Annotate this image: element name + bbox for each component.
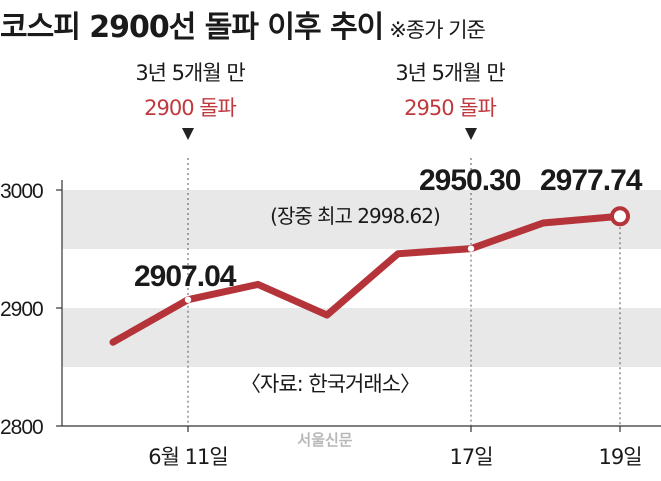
chart-subtitle: ※종가 기준 xyxy=(389,18,486,42)
series-line xyxy=(109,212,624,346)
annotation-line1: 3년 5개월 만 xyxy=(395,61,505,85)
data-label: 2907.04 xyxy=(134,260,237,293)
annotation-marker xyxy=(182,128,194,140)
data-label: 2977.74 xyxy=(540,164,643,197)
data-label: 2950.30 xyxy=(419,164,521,197)
y-tick-label: 2800 xyxy=(0,416,43,439)
title-block: 코스피 2900선 돌파 이후 추이 ※종가 기준 xyxy=(0,2,486,46)
annotation-line2: 2950 돌파 xyxy=(404,96,496,120)
data-point xyxy=(467,245,475,252)
y-tick-label: 2900 xyxy=(0,298,43,321)
y-tick-label: 3000 xyxy=(0,180,43,203)
data-point-latest xyxy=(610,206,630,227)
source-label: 〈자료: 한국거래소〉 xyxy=(240,372,420,396)
data-point xyxy=(184,296,192,303)
watermark: 서울신문 xyxy=(297,431,352,449)
annotation-line1: 3년 5개월 만 xyxy=(135,61,245,85)
annotation-marker xyxy=(465,128,477,140)
x-tick-label: 19일 xyxy=(598,445,641,469)
x-tick-label: 6월 11일 xyxy=(148,445,227,469)
chart-title: 코스피 2900선 돌파 이후 추이 xyxy=(0,10,384,45)
annotation-line2: 2900 돌파 xyxy=(144,96,236,120)
intraday-high-note: (장중 최고 2998.62) xyxy=(270,204,440,228)
x-tick-label: 17일 xyxy=(449,445,492,469)
